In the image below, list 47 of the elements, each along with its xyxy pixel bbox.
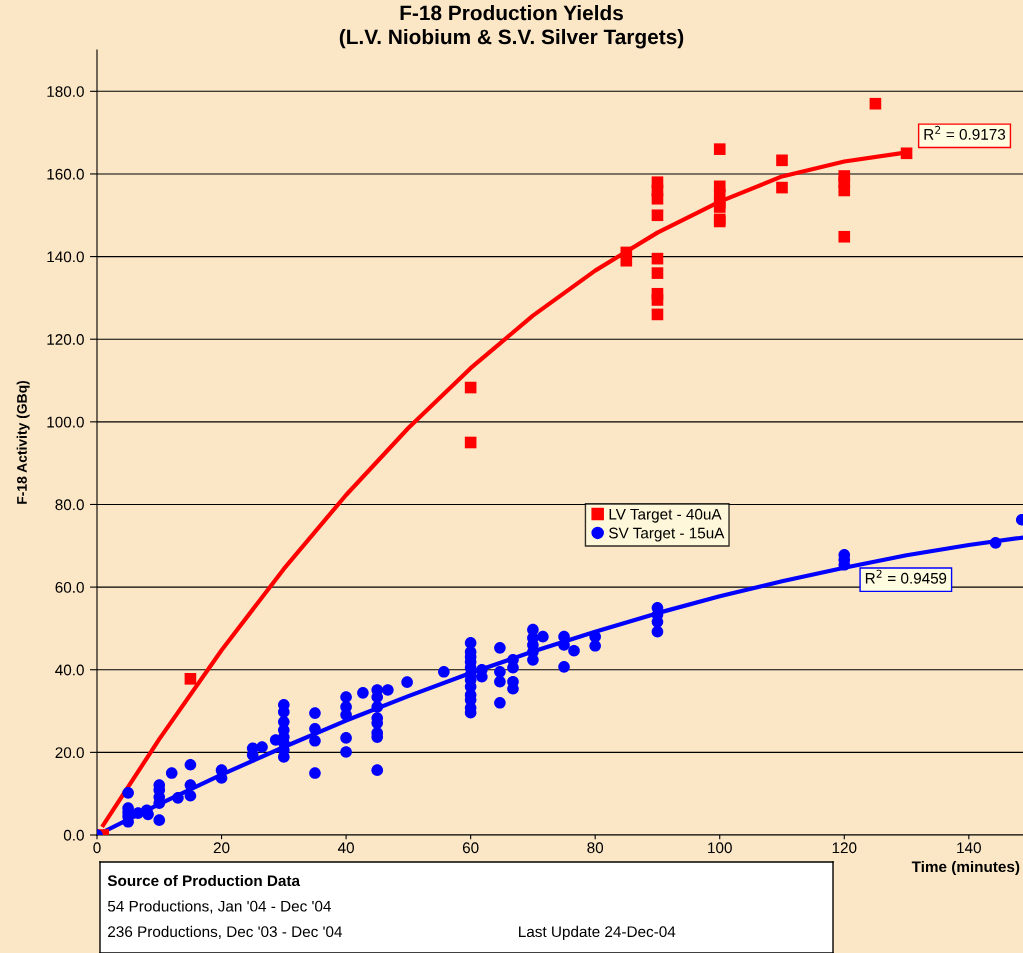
point — [838, 230, 851, 243]
text: 54 Productions, Jan '04 - Dec '04 — [107, 900, 331, 914]
text: 236 Productions, Dec '03 - Dec '04 — [108, 925, 343, 939]
point — [464, 381, 477, 394]
source-note: Source of Production Data — [107, 874, 301, 887]
point — [184, 673, 197, 685]
legend-label: SV Target - 15uA — [609, 527, 725, 542]
y-tick-label: 140.0 — [47, 251, 84, 263]
x-tick-label: 20 — [213, 842, 230, 854]
y-tick-label: 60.0 — [55, 581, 84, 593]
y-tick-label: 160.0 — [47, 168, 84, 180]
y-tick-label: 0.0 — [63, 829, 84, 841]
point — [651, 267, 664, 279]
x-tick-label: 140 — [957, 842, 981, 854]
point — [838, 184, 851, 197]
point — [713, 143, 726, 155]
point — [464, 436, 477, 449]
x-tick-label: 120 — [832, 842, 857, 854]
y-tick-label: 100.0 — [47, 416, 84, 428]
point — [869, 97, 882, 110]
x-tick-label: 0 — [93, 842, 101, 854]
x-tick-label: 100 — [708, 842, 732, 854]
y-tick-label: 120.0 — [47, 334, 84, 345]
point — [713, 201, 726, 213]
point — [651, 209, 664, 222]
point — [620, 254, 633, 267]
point — [651, 308, 664, 321]
x-tick-label: 80 — [587, 842, 604, 854]
y-tick-label: 180.0 — [47, 86, 84, 97]
point — [651, 294, 664, 306]
point — [651, 192, 664, 205]
legend-label: LV Target - 40uA — [609, 508, 722, 523]
text: Last Update 24-Dec-04 — [519, 925, 676, 941]
x-axis-title: Time (minutes) — [911, 860, 1020, 876]
x-tick-label: 60 — [462, 842, 479, 854]
point — [651, 252, 664, 265]
y-tick-label: 80.0 — [55, 499, 84, 511]
x-tick-label: 40 — [337, 842, 354, 854]
chart-title: F-18 Production Yields (L.V. Niobium & S.V. Silver Targets) — [339, 5, 684, 49]
point — [900, 147, 913, 160]
y-tick-label: 20.0 — [55, 747, 84, 759]
point — [776, 181, 788, 194]
y-axis-title: F-18 Activity (GBq) — [16, 380, 30, 504]
point — [776, 154, 788, 167]
y-tick-label: 40.0 — [55, 664, 84, 676]
annotation: R$^{2}$ = 0.9173 — [924, 125, 1006, 140]
annotation: R$^{2}$ = 0.9459 — [865, 569, 947, 584]
